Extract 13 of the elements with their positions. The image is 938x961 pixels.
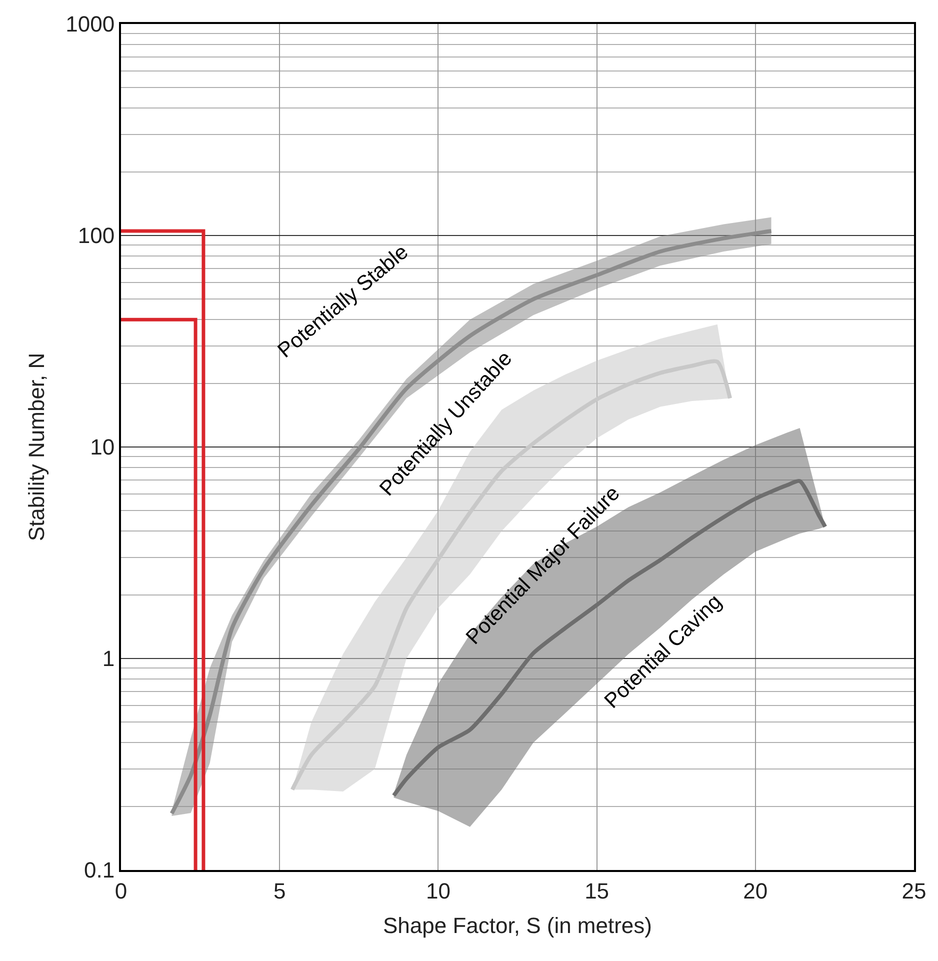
y-tick-label: 100: [78, 223, 115, 248]
x-tick-label: 25: [902, 878, 926, 904]
y-tick-label: 10: [90, 434, 115, 460]
x-tick-label: 5: [273, 878, 286, 904]
y-tick-label: 0.1: [84, 858, 115, 883]
x-tick-label: 0: [114, 878, 128, 904]
x-tick-label: 20: [743, 878, 768, 904]
y-tick-label: 1000: [66, 12, 115, 37]
x-tick-label: 15: [584, 878, 610, 904]
y-tick-label: 1: [102, 646, 115, 672]
y-axis-title: Stability Number, N: [24, 352, 49, 542]
x-axis-title: Shape Factor, S (in metres): [383, 912, 652, 938]
x-tick-label: 10: [426, 878, 450, 904]
